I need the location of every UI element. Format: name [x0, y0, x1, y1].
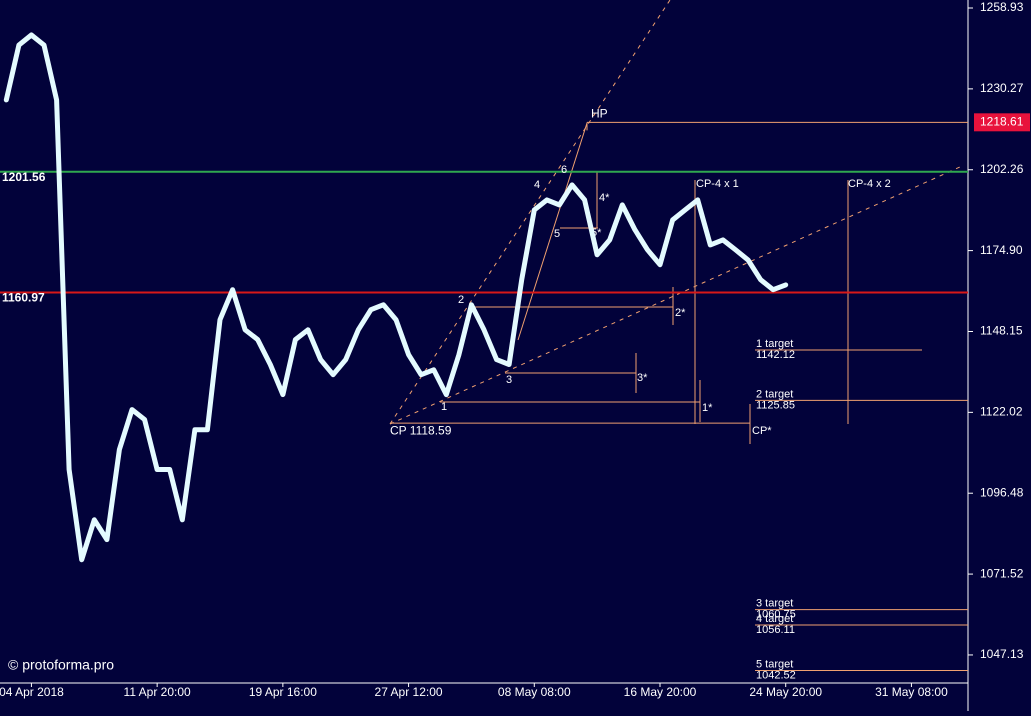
- x-tick-label: 27 Apr 12:00: [375, 685, 443, 699]
- fan-line: [389, 165, 963, 425]
- price-line: [3, 32, 789, 563]
- target-value: 1042.52: [756, 669, 796, 681]
- pattern-mark: 1*: [702, 402, 713, 414]
- fan-line: [389, 0, 671, 425]
- pattern-mark: 6: [561, 164, 567, 176]
- pattern-mark: 2: [458, 294, 464, 306]
- pattern-mark: CP*: [752, 425, 772, 437]
- hp-label: HP: [591, 106, 608, 120]
- pattern-mark: 3*: [637, 372, 648, 384]
- pattern-mark: 1: [441, 401, 447, 413]
- y-tick-label: 1047.13: [980, 647, 1024, 661]
- target-value: 1125.85: [756, 399, 795, 411]
- x-tick-label: 16 May 20:00: [624, 685, 697, 699]
- hp-tag-label: 1218.61: [980, 114, 1024, 128]
- x-tick-label: 08 May 08:00: [498, 685, 571, 699]
- y-tick-label: 1148.15: [980, 324, 1023, 338]
- pattern-mark: CP-4 x 2: [848, 178, 891, 190]
- trend-line: [517, 122, 588, 341]
- target-value: 1056.11: [756, 624, 795, 636]
- target-name: 3 target: [756, 597, 793, 609]
- y-tick-label: 1202.26: [980, 162, 1024, 176]
- hp-tag: [974, 113, 1030, 132]
- y-tick-label: 1122.02: [980, 405, 1023, 419]
- target-value: 1142.12: [756, 349, 795, 361]
- target-name: 5 target: [756, 658, 793, 670]
- x-tick-label: 24 May 20:00: [749, 685, 822, 699]
- target-name: 1 target: [756, 338, 793, 350]
- target-value: 1060.75: [756, 608, 796, 620]
- x-tick-label: 31 May 08:00: [875, 685, 948, 699]
- projection-lines: [389, 0, 963, 444]
- target-name: 2 target: [756, 388, 793, 400]
- level-label: 1201.56: [2, 170, 46, 184]
- level-label: 1160.97: [2, 291, 45, 305]
- pattern-mark: CP-4 x 1: [696, 178, 739, 190]
- y-tick-label: 1071.52: [980, 566, 1024, 580]
- cp-label: CP 1118.59: [390, 423, 452, 437]
- y-tick-label: 1230.27: [980, 81, 1024, 95]
- pattern-mark: 4*: [599, 192, 610, 204]
- pattern-mark: 5*: [591, 227, 602, 239]
- y-tick-label: 1096.48: [980, 485, 1024, 499]
- y-tick-label: 1174.90: [980, 243, 1023, 257]
- pattern-mark: 4: [534, 179, 540, 191]
- x-tick-label: 11 Apr 20:00: [124, 685, 191, 699]
- target-name: 4 target: [756, 613, 793, 625]
- pattern-mark: 5: [554, 228, 560, 240]
- x-tick-label: 04 Apr 2018: [0, 685, 64, 699]
- y-tick-label: 1258.93: [980, 0, 1024, 14]
- pattern-mark: 2*: [675, 307, 686, 319]
- watermark: © protoforma.pro: [8, 657, 114, 673]
- x-tick-label: 19 Apr 16:00: [249, 685, 317, 699]
- pattern-mark: 3: [506, 374, 512, 386]
